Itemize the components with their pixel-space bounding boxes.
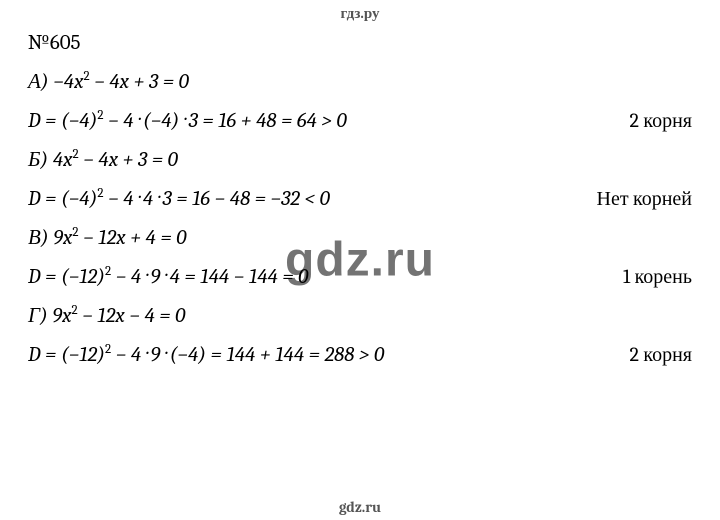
part-b-discriminant: D = (−4)2 − 4 · 4 · 3 = 16 − 48 = −32 < …: [28, 186, 330, 211]
part-d-equation: Г) 9x2 − 12x − 4 = 0: [28, 303, 185, 328]
site-header: гдз.ру: [0, 0, 720, 23]
part-d-discriminant-row: D = (−12)2 − 4 · 9 · (−4) = 144 + 144 = …: [28, 342, 692, 367]
part-a-result: 2 корня: [610, 109, 692, 133]
part-c-discriminant-row: D = (−12)2 − 4 · 9 · 4 = 144 − 144 = 0 1…: [28, 264, 692, 289]
part-c-result: 1 корень: [603, 265, 692, 289]
part-b-equation: Б) 4x2 − 4x + 3 = 0: [28, 147, 178, 172]
part-b-equation-row: Б) 4x2 − 4x + 3 = 0: [28, 147, 692, 172]
part-b-result: Нет корней: [577, 187, 692, 211]
part-c-equation-row: В) 9x2 − 12x + 4 = 0: [28, 225, 692, 250]
part-a-equation: А) −4x2 − 4x + 3 = 0: [28, 69, 189, 94]
problem-number: №605: [28, 31, 692, 55]
part-a-equation-row: А) −4x2 − 4x + 3 = 0: [28, 69, 692, 94]
part-b-discriminant-row: D = (−4)2 − 4 · 4 · 3 = 16 − 48 = −32 < …: [28, 186, 692, 211]
solution-content: №605 А) −4x2 − 4x + 3 = 0 D = (−4)2 − 4 …: [0, 23, 720, 367]
part-a-discriminant: D = (−4)2 − 4 · (−4) · 3 = 16 + 48 = 64 …: [28, 108, 347, 133]
part-d-discriminant: D = (−12)2 − 4 · 9 · (−4) = 144 + 144 = …: [28, 342, 384, 367]
site-footer: gdz.ru: [0, 498, 720, 516]
part-d-result: 2 корня: [610, 343, 692, 367]
part-a-discriminant-row: D = (−4)2 − 4 · (−4) · 3 = 16 + 48 = 64 …: [28, 108, 692, 133]
part-c-equation: В) 9x2 − 12x + 4 = 0: [28, 225, 187, 250]
part-d-equation-row: Г) 9x2 − 12x − 4 = 0: [28, 303, 692, 328]
part-c-discriminant: D = (−12)2 − 4 · 9 · 4 = 144 − 144 = 0: [28, 264, 308, 289]
